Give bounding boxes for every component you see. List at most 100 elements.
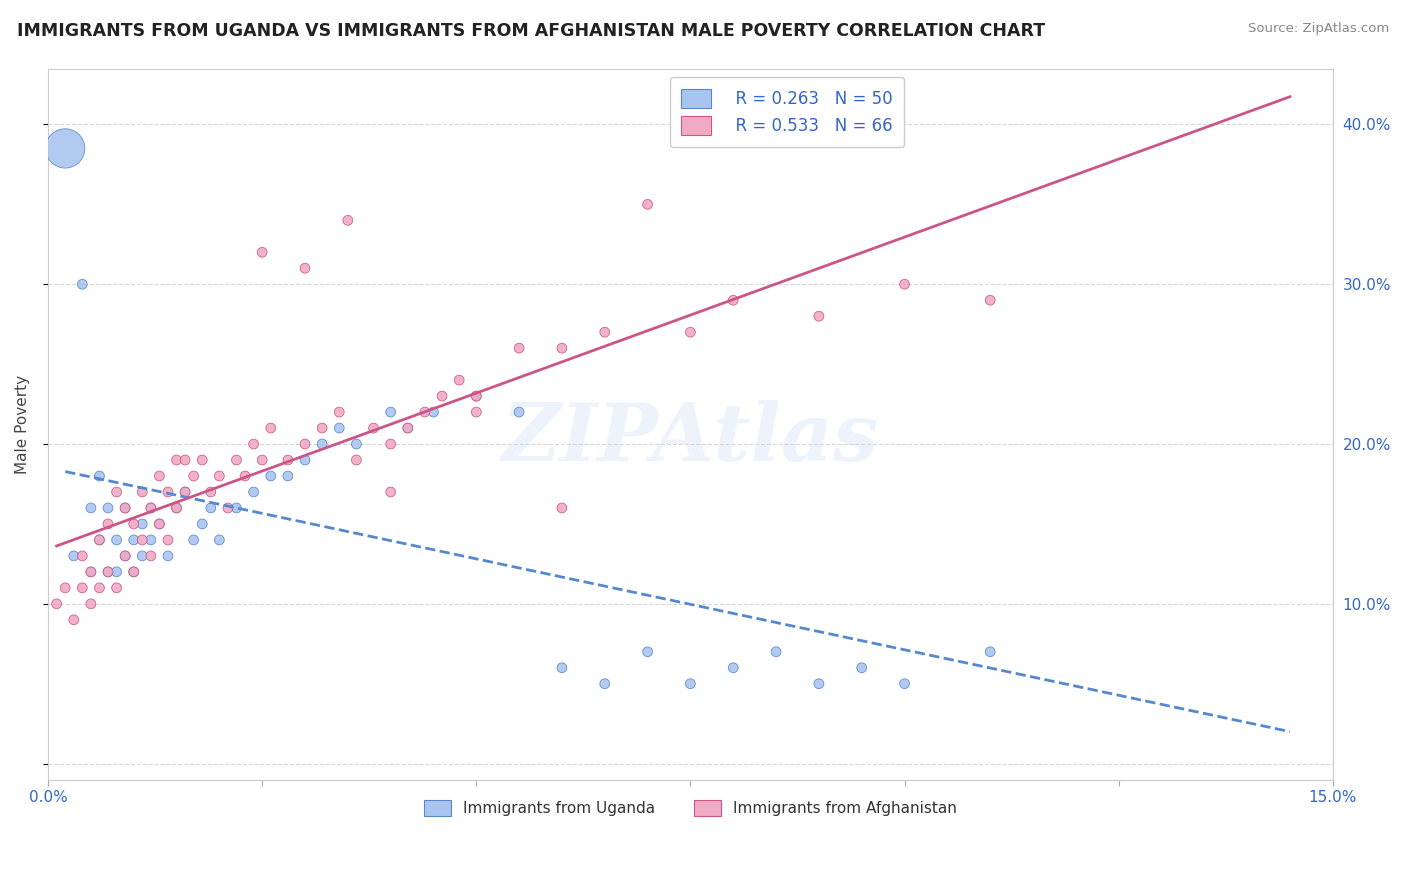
Point xyxy=(208,533,231,547)
Point xyxy=(174,453,197,467)
Point xyxy=(105,581,128,595)
Legend: Immigrants from Uganda, Immigrants from Afghanistan: Immigrants from Uganda, Immigrants from … xyxy=(415,791,966,825)
Point xyxy=(105,485,128,500)
Point xyxy=(277,469,299,483)
Point xyxy=(148,516,170,531)
Point xyxy=(233,469,256,483)
Text: ZIPAtlas: ZIPAtlas xyxy=(502,400,879,477)
Point xyxy=(89,533,111,547)
Point xyxy=(465,405,488,419)
Point xyxy=(80,565,103,579)
Point xyxy=(166,500,188,515)
Point xyxy=(53,581,76,595)
Point xyxy=(380,485,402,500)
Point xyxy=(148,516,170,531)
Point xyxy=(344,437,367,451)
Point xyxy=(122,516,145,531)
Point xyxy=(250,453,273,467)
Point xyxy=(200,500,222,515)
Point xyxy=(156,533,179,547)
Point xyxy=(277,453,299,467)
Point xyxy=(593,677,616,691)
Point xyxy=(97,516,120,531)
Point xyxy=(114,549,136,563)
Point xyxy=(72,277,94,292)
Point xyxy=(139,549,162,563)
Point xyxy=(139,533,162,547)
Point xyxy=(166,453,188,467)
Point xyxy=(396,421,419,435)
Text: Source: ZipAtlas.com: Source: ZipAtlas.com xyxy=(1249,22,1389,36)
Point xyxy=(311,421,333,435)
Point xyxy=(413,405,436,419)
Point xyxy=(122,565,145,579)
Point xyxy=(679,325,702,339)
Point xyxy=(465,389,488,403)
Point xyxy=(62,613,84,627)
Point xyxy=(294,261,316,276)
Point xyxy=(183,469,205,483)
Point xyxy=(807,677,830,691)
Point xyxy=(328,421,350,435)
Point xyxy=(979,645,1001,659)
Point xyxy=(80,565,103,579)
Point xyxy=(105,565,128,579)
Point xyxy=(122,533,145,547)
Point xyxy=(89,581,111,595)
Point xyxy=(311,437,333,451)
Point xyxy=(191,516,214,531)
Point xyxy=(114,500,136,515)
Point xyxy=(72,549,94,563)
Point xyxy=(114,549,136,563)
Point xyxy=(344,453,367,467)
Point xyxy=(363,421,385,435)
Text: IMMIGRANTS FROM UGANDA VS IMMIGRANTS FROM AFGHANISTAN MALE POVERTY CORRELATION C: IMMIGRANTS FROM UGANDA VS IMMIGRANTS FRO… xyxy=(17,22,1045,40)
Point xyxy=(97,565,120,579)
Point xyxy=(336,213,359,227)
Point xyxy=(723,293,745,308)
Point xyxy=(430,389,453,403)
Point xyxy=(250,245,273,260)
Point xyxy=(131,516,153,531)
Point xyxy=(122,565,145,579)
Point xyxy=(851,661,873,675)
Point xyxy=(89,533,111,547)
Point xyxy=(294,453,316,467)
Point xyxy=(807,309,830,323)
Point xyxy=(131,549,153,563)
Point xyxy=(396,421,419,435)
Point xyxy=(105,533,128,547)
Point xyxy=(551,341,574,355)
Point xyxy=(637,197,659,211)
Point xyxy=(679,677,702,691)
Point xyxy=(45,597,67,611)
Point xyxy=(328,405,350,419)
Point xyxy=(131,533,153,547)
Point xyxy=(139,500,162,515)
Point xyxy=(72,581,94,595)
Point xyxy=(148,469,170,483)
Point xyxy=(183,533,205,547)
Point xyxy=(53,141,76,155)
Point xyxy=(200,485,222,500)
Point xyxy=(294,437,316,451)
Point xyxy=(765,645,787,659)
Point xyxy=(89,469,111,483)
Point xyxy=(97,565,120,579)
Point xyxy=(174,485,197,500)
Point xyxy=(80,597,103,611)
Point xyxy=(449,373,471,387)
Point xyxy=(62,549,84,563)
Point xyxy=(225,500,247,515)
Point xyxy=(893,277,915,292)
Point xyxy=(156,549,179,563)
Point xyxy=(551,661,574,675)
Point xyxy=(166,500,188,515)
Point xyxy=(225,453,247,467)
Point xyxy=(139,500,162,515)
Point xyxy=(979,293,1001,308)
Point xyxy=(893,677,915,691)
Point xyxy=(97,500,120,515)
Point xyxy=(723,661,745,675)
Point xyxy=(422,405,444,419)
